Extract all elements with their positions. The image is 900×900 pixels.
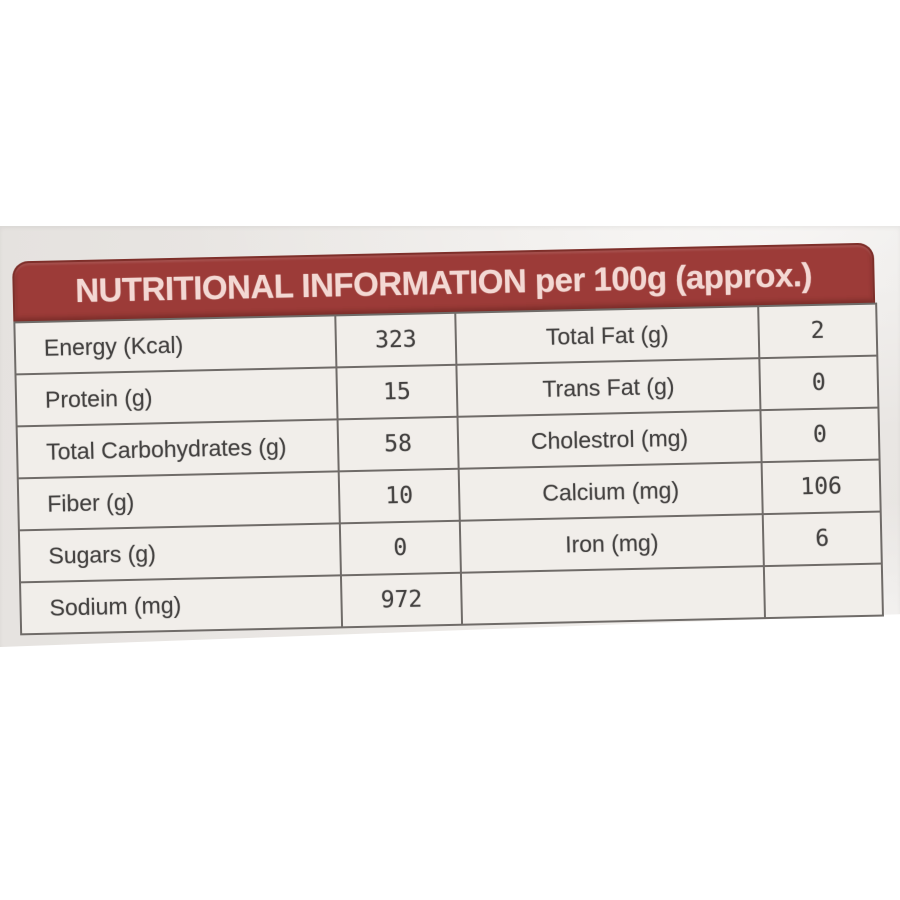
nutrient-label: Protein (g) <box>15 367 338 427</box>
nutrition-table: Energy (Kcal) 323 Total Fat (g) 2 Protei… <box>13 303 884 636</box>
nutrient-value: 0 <box>339 520 461 576</box>
nutrient-label: Energy (Kcal) <box>14 315 337 375</box>
nutrient-label: Trans Fat (g) <box>456 358 761 417</box>
nutrition-panel-title: NUTRITIONAL INFORMATION per 100g (approx… <box>74 256 813 310</box>
nutrient-value: 6 <box>762 511 882 567</box>
nutrient-label: Total Fat (g) <box>455 306 760 365</box>
nutrient-label: Total Carbohydrates (g) <box>16 419 339 479</box>
nutrient-value: 0 <box>759 355 879 411</box>
nutrient-value: 10 <box>338 468 460 524</box>
nutrient-value: 58 <box>337 416 459 472</box>
nutrient-label: Iron (mg) <box>459 514 764 573</box>
nutrient-value: 323 <box>335 312 457 368</box>
nutrient-value: 0 <box>760 407 880 463</box>
nutrient-label: Cholestrol (mg) <box>457 410 762 469</box>
nutrient-value: 2 <box>758 303 878 359</box>
nutrient-label: Fiber (g) <box>17 471 340 531</box>
nutrient-value: 15 <box>336 364 458 420</box>
nutrient-label: Sodium (mg) <box>20 575 343 635</box>
nutrient-value <box>763 563 883 619</box>
nutrient-label: Calcium (mg) <box>458 462 763 521</box>
nutrient-label: Sugars (g) <box>18 523 341 583</box>
nutrition-panel: NUTRITIONAL INFORMATION per 100g (approx… <box>12 242 884 636</box>
nutrient-label <box>460 566 765 625</box>
nutrient-value: 972 <box>340 572 463 628</box>
nutrient-value: 106 <box>761 459 881 515</box>
